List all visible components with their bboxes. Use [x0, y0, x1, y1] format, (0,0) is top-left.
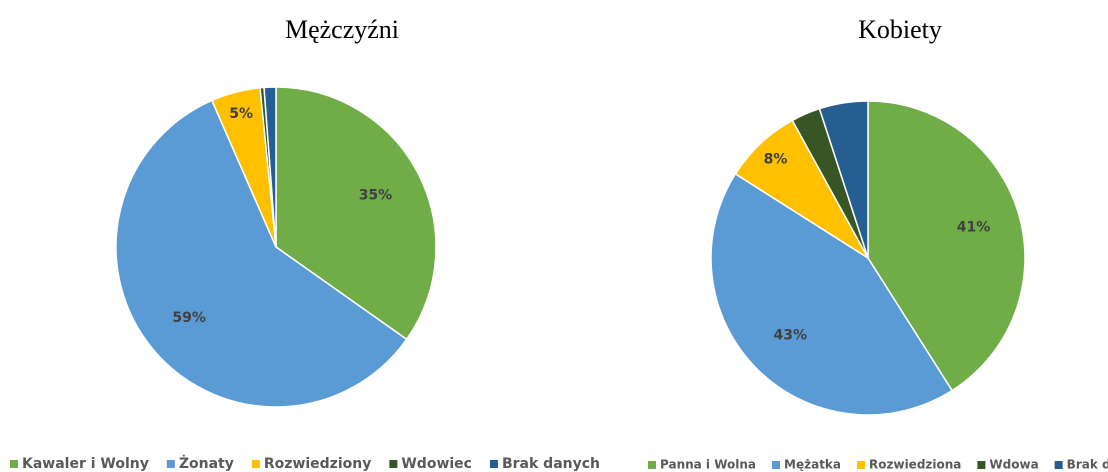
- legend-label: Wdowiec: [401, 456, 472, 472]
- data-label: 35%: [359, 187, 393, 203]
- legend-label: Kawaler i Wolny: [22, 456, 149, 472]
- data-label: 5%: [229, 106, 253, 122]
- data-label: 41%: [957, 219, 991, 235]
- legend-swatch: [489, 460, 498, 468]
- legend-swatch: [389, 460, 398, 468]
- legend-swatch: [648, 461, 656, 469]
- legend-swatch: [166, 460, 175, 468]
- legend-label: Rozwiedziona: [869, 458, 961, 472]
- pie-slice: [275, 86, 437, 341]
- data-label: 43%: [774, 328, 808, 344]
- legend-label: Wdowa: [989, 458, 1038, 472]
- legend-swatch: [1054, 461, 1063, 469]
- pie-slice: [818, 100, 869, 259]
- legend-label: Brak danych: [1067, 458, 1108, 472]
- pie-slice: [263, 86, 277, 248]
- pie-slice: [710, 172, 954, 416]
- legend-swatch: [772, 461, 781, 469]
- legend-label: Rozwiedziony: [264, 456, 371, 472]
- legend-label: Brak danych: [502, 456, 600, 472]
- legend-label: Panna i Wolna: [660, 458, 756, 472]
- chart-title: Mężczyźni: [285, 15, 399, 44]
- legend-swatch: [977, 461, 986, 469]
- legend-label: Żonaty: [179, 455, 234, 472]
- chart-title: Kobiety: [858, 15, 942, 44]
- legend-swatch: [10, 460, 18, 468]
- legend-swatch: [251, 460, 260, 468]
- legend-label: Mężatka: [784, 458, 841, 472]
- data-label: 8%: [764, 152, 788, 168]
- data-label: 59%: [172, 310, 206, 326]
- pie-slice: [867, 100, 1026, 392]
- pie-slice: [115, 99, 408, 408]
- legend-swatch: [857, 461, 866, 469]
